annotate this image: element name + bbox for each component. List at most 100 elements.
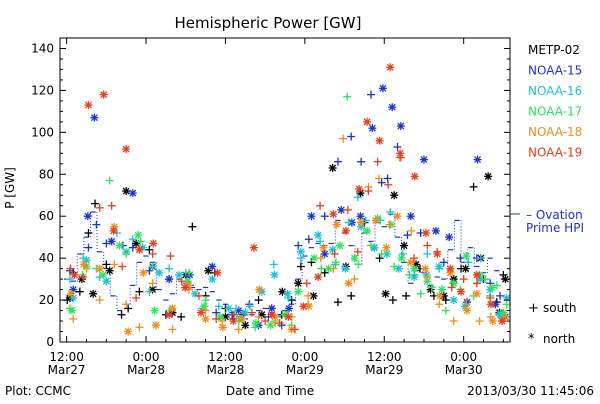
north-point — [208, 275, 217, 284]
south-point — [464, 258, 473, 267]
south-point — [107, 201, 116, 210]
south-point — [459, 275, 468, 284]
north-point — [70, 270, 79, 279]
south-point — [136, 237, 145, 246]
north-point — [484, 172, 493, 181]
south-point — [145, 266, 154, 275]
x-tick-label-date: Mar27 — [48, 363, 86, 377]
south-point — [124, 304, 133, 313]
north-point — [299, 302, 308, 311]
north-point — [324, 264, 333, 273]
north-point — [237, 314, 246, 323]
south-point — [410, 254, 419, 263]
legend-north-symbol: * — [528, 332, 535, 347]
north-point — [196, 308, 205, 317]
north-point — [472, 289, 481, 298]
south-point — [201, 296, 210, 305]
legend-entry: METP-02 — [528, 43, 580, 57]
south-point — [384, 180, 393, 189]
south-point — [135, 323, 144, 332]
legend-entry: NOAA-19 — [528, 146, 582, 160]
south-point — [307, 258, 316, 267]
x-tick-label-time: 12:00 — [208, 350, 243, 364]
south-point — [92, 220, 101, 229]
south-point — [375, 254, 384, 263]
y-tick-label: 20 — [39, 293, 54, 307]
north-point — [390, 191, 399, 200]
x-tick-label-time: 0:00 — [291, 350, 318, 364]
south-point — [347, 291, 356, 300]
north-point — [95, 264, 104, 273]
south-point — [118, 262, 127, 271]
south-point — [122, 300, 131, 309]
south-point — [316, 201, 325, 210]
north-point — [382, 243, 391, 252]
north-point — [251, 319, 260, 328]
north-point — [435, 262, 444, 271]
south-point — [145, 287, 154, 296]
north-point — [270, 270, 279, 279]
north-point — [83, 212, 92, 221]
north-point — [356, 212, 365, 221]
y-tick-label: 40 — [39, 251, 54, 265]
south-point — [331, 260, 340, 269]
north-point — [406, 212, 415, 221]
south-point — [456, 254, 465, 263]
north-point — [422, 270, 431, 279]
south-point — [373, 157, 382, 166]
south-point — [245, 302, 254, 311]
north-point — [419, 155, 428, 164]
north-point — [363, 117, 372, 126]
north-point — [431, 226, 440, 235]
south-point — [82, 264, 91, 273]
north-point — [296, 247, 305, 256]
south-point — [435, 300, 444, 309]
north-point — [105, 266, 114, 275]
y-tick-label: 60 — [39, 209, 54, 223]
south-point — [148, 279, 157, 288]
south-point — [117, 310, 126, 319]
north-point — [175, 270, 184, 279]
x-axis-label: Date and Time — [226, 384, 314, 398]
north-point — [165, 275, 174, 284]
north-point — [329, 210, 338, 219]
north-point — [155, 268, 164, 277]
north-point — [397, 254, 406, 263]
north-point — [488, 283, 497, 292]
north-point — [67, 289, 76, 298]
south-point — [329, 264, 338, 273]
south-point — [354, 260, 363, 269]
south-point — [168, 325, 177, 334]
south-point — [247, 308, 256, 317]
south-point — [122, 249, 131, 258]
north-point — [284, 312, 293, 321]
north-point — [462, 306, 471, 315]
north-point — [319, 243, 328, 252]
north-point — [486, 300, 495, 309]
chart-title: Hemispheric Power [GW] — [175, 14, 362, 32]
north-point — [498, 317, 507, 326]
north-point — [115, 241, 124, 250]
south-point — [214, 302, 223, 311]
y-axis-label: P [GW] — [3, 167, 17, 209]
x-tick-label-date: Mar29 — [286, 363, 324, 377]
south-point — [439, 258, 448, 267]
south-point — [330, 249, 339, 258]
north-point — [304, 302, 313, 311]
legend-south-symbol: + — [528, 301, 539, 316]
south-point — [367, 241, 376, 250]
south-point — [84, 243, 93, 252]
south-point — [331, 258, 340, 267]
north-point — [445, 233, 454, 242]
north-point — [218, 323, 227, 332]
y-tick-label: 120 — [31, 83, 54, 97]
north-point — [499, 308, 508, 317]
south-point — [65, 275, 74, 284]
north-point — [388, 103, 397, 112]
south-point — [105, 176, 114, 185]
south-point — [79, 273, 88, 282]
south-point — [496, 291, 505, 300]
legend-south-label: south — [543, 301, 577, 315]
north-point — [396, 149, 405, 158]
